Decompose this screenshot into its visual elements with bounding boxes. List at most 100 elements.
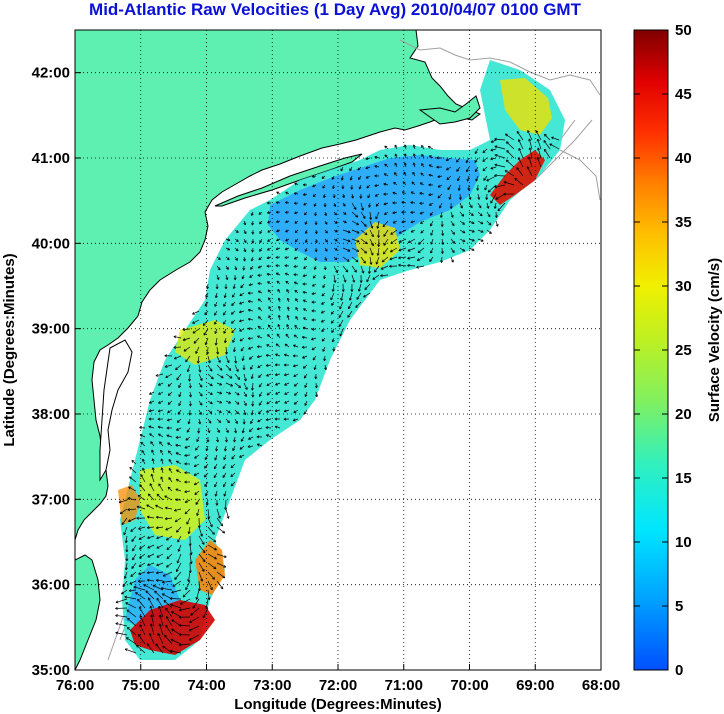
velocity-arrow-head <box>160 467 164 471</box>
velocity-arrow <box>156 535 164 539</box>
velocity-arrow-head <box>382 251 386 255</box>
velocity-arrow <box>207 508 210 519</box>
velocity-arrow-head <box>494 185 498 189</box>
velocity-arrow-head <box>198 421 202 425</box>
velocity-arrow-head <box>323 195 326 198</box>
velocity-arrow <box>225 499 227 510</box>
velocity-arrow <box>315 391 318 397</box>
velocity-arrow-head <box>361 270 365 274</box>
velocity-arrow <box>129 467 137 474</box>
velocity-arrow <box>176 478 182 483</box>
velocity-arrow-head <box>394 162 398 166</box>
velocity-arrow-head <box>356 296 360 300</box>
velocity-arrow-head <box>219 367 223 371</box>
velocity-arrow <box>459 238 466 243</box>
velocity-arrow-head <box>257 298 261 302</box>
velocity-arrow-head <box>346 259 350 262</box>
velocity-arrow <box>159 441 164 447</box>
velocity-arrow <box>216 391 223 394</box>
velocity-arrow-head <box>243 249 247 253</box>
velocity-arrow <box>351 274 355 283</box>
velocity-arrow-head <box>177 548 181 552</box>
velocity-arrow-head <box>188 637 192 641</box>
velocity-arrow-head <box>156 563 160 567</box>
velocity-arrow <box>365 157 371 160</box>
velocity-arrow <box>242 427 245 434</box>
velocity-arrow <box>265 427 272 429</box>
velocity-arrow <box>205 337 209 345</box>
velocity-arrow-head <box>284 343 288 347</box>
velocity-arrow <box>333 265 338 273</box>
velocity-arrow-head <box>192 321 195 324</box>
velocity-arrow-head <box>244 387 248 390</box>
velocity-arrow-head <box>158 433 161 437</box>
velocity-arrow <box>143 584 155 591</box>
velocity-arrow <box>165 624 173 636</box>
velocity-arrow <box>340 292 344 301</box>
velocity-arrow-head <box>416 265 419 269</box>
velocity-arrow-head <box>235 369 239 372</box>
velocity-arrow-head <box>437 195 441 199</box>
velocity-arrow-head <box>490 148 494 152</box>
velocity-arrow-head <box>277 324 281 327</box>
velocity-arrow-head <box>451 250 455 254</box>
velocity-arrow-head <box>277 289 281 292</box>
velocity-arrow-head <box>226 266 229 270</box>
velocity-arrow-head <box>421 163 424 166</box>
x-tick-label: 74:00 <box>187 677 225 694</box>
velocity-arrow-head <box>332 186 336 190</box>
velocity-arrow <box>128 486 137 492</box>
velocity-arrow-head <box>223 457 227 461</box>
velocity-arrow-head <box>339 333 343 337</box>
velocity-arrow-head <box>488 222 492 226</box>
velocity-arrow-head <box>259 240 263 243</box>
velocity-arrow <box>189 400 191 407</box>
velocity-arrow-head <box>528 138 532 142</box>
velocity-arrow-head <box>330 320 334 324</box>
velocity-arrow-head <box>428 155 432 158</box>
velocity-arrow <box>131 562 137 569</box>
velocity-arrow-head <box>285 238 289 242</box>
velocity-arrow <box>421 154 425 159</box>
velocity-arrow-head <box>304 411 307 415</box>
velocity-arrow-head <box>225 277 229 280</box>
velocity-arrow-head <box>185 359 189 363</box>
velocity-arrow <box>360 229 368 235</box>
velocity-arrow-head <box>243 222 247 226</box>
velocity-arrow <box>204 454 209 460</box>
velocity-arrow-head <box>205 493 208 497</box>
velocity-arrow-head <box>238 310 242 314</box>
velocity-arrow-head <box>303 266 307 269</box>
velocity-arrow <box>437 184 443 188</box>
velocity-arrow-head <box>238 319 242 323</box>
velocity-arrow-head <box>197 430 201 434</box>
velocity-arrow-head <box>503 192 506 196</box>
velocity-arrow <box>184 454 191 456</box>
velocity-arrow <box>204 301 209 307</box>
velocity-arrow-head <box>365 166 369 170</box>
velocity-arrow-head <box>367 271 371 274</box>
velocity-arrow-head <box>371 243 374 247</box>
velocity-arrow-head <box>234 267 238 271</box>
velocity-arrow-head <box>304 231 308 234</box>
velocity-arrow <box>248 337 254 339</box>
velocity-arrow-head <box>209 368 213 372</box>
velocity-arrow <box>410 211 416 213</box>
velocity-arrow <box>176 562 182 572</box>
velocity-arrow-head <box>214 547 217 551</box>
velocity-arrow <box>351 238 360 243</box>
velocity-arrow-head <box>401 201 405 204</box>
velocity-arrow <box>193 337 200 344</box>
velocity-arrow <box>494 164 506 168</box>
y-tick-label: 37:00 <box>32 491 70 508</box>
velocity-arrow <box>198 562 205 572</box>
velocity-arrow <box>176 373 182 381</box>
velocity-arrow <box>266 391 272 396</box>
velocity-arrow <box>284 400 290 404</box>
velocity-arrow-head <box>239 293 243 297</box>
velocity-arrow-head <box>210 376 214 380</box>
velocity-arrow-head <box>166 434 170 438</box>
velocity-arrow-head <box>214 321 217 325</box>
velocity-arrow <box>198 571 203 582</box>
velocity-arrow-head <box>338 324 342 327</box>
